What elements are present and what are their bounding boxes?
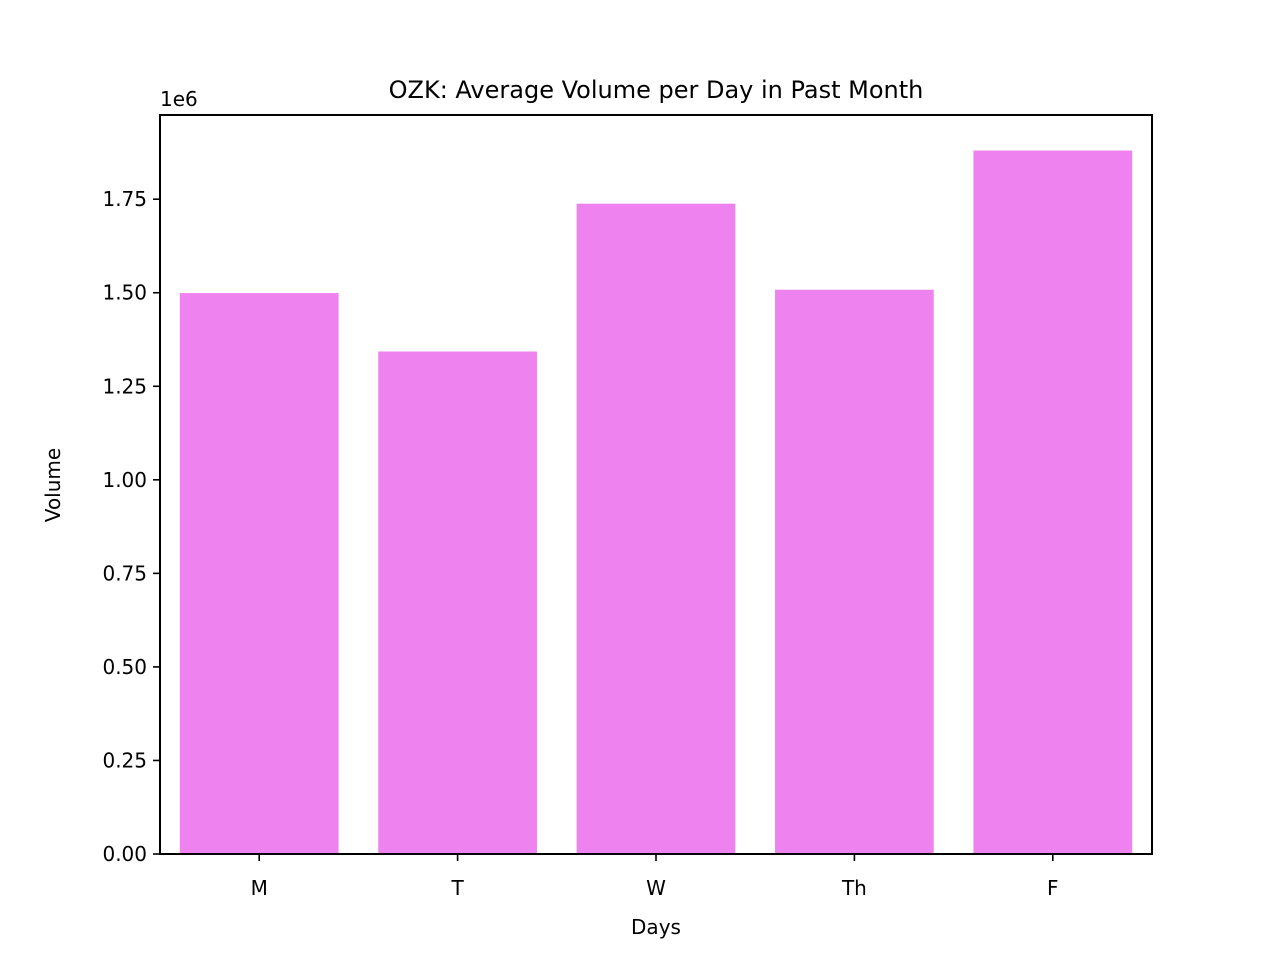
x-tick-label: F	[1047, 876, 1059, 900]
y-axis-label: Volume	[41, 448, 65, 522]
bars-group	[179, 150, 1133, 855]
y-axis-offset-label: 1e6	[160, 87, 198, 111]
x-tick-label: T	[450, 876, 464, 900]
plot-frame	[159, 114, 1153, 855]
x-tick-label: M	[251, 876, 268, 900]
y-tick-label: 1.75	[102, 187, 147, 211]
x-axis-ticks: M T W Th F	[251, 854, 1059, 900]
y-axis-ticks: 0.00 0.25 0.50 0.75 1.00 1.25 1.50 1.75	[102, 187, 160, 866]
y-tick-label: 1.00	[102, 468, 147, 492]
chart-title: OZK: Average Volume per Day in Past Mont…	[389, 76, 924, 104]
bar-m	[179, 293, 339, 854]
y-tick-label: 1.50	[102, 281, 147, 305]
bar-t	[378, 351, 537, 854]
bar-w	[576, 203, 736, 854]
y-tick-label: 0.50	[102, 655, 147, 679]
x-tick-label: W	[646, 876, 666, 900]
y-tick-label: 0.00	[102, 842, 147, 866]
x-axis-label: Days	[631, 915, 681, 939]
y-tick-label: 0.25	[102, 748, 147, 772]
x-tick-label: Th	[841, 876, 867, 900]
bar-f	[973, 150, 1133, 855]
y-tick-label: 0.75	[102, 561, 147, 585]
y-tick-label: 1.25	[102, 374, 147, 398]
bar-th	[775, 289, 934, 855]
